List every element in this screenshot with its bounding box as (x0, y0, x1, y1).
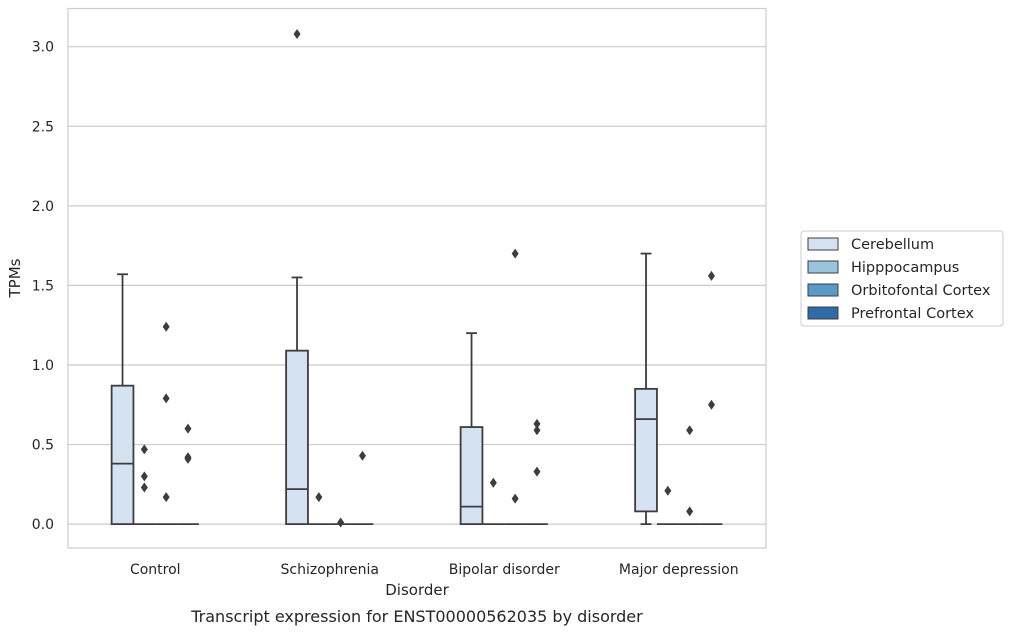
box-2-0 (459, 332, 484, 526)
outlier-point (315, 492, 323, 503)
outlier-point (337, 517, 345, 528)
outlier-point (707, 399, 715, 410)
x-tick-label: Bipolar disorder (449, 562, 560, 578)
outlier-point (686, 506, 694, 517)
box-0-2 (155, 321, 178, 526)
box-1-3 (351, 450, 374, 526)
box-2-1 (482, 477, 505, 526)
legend-swatch (807, 260, 839, 274)
outlier-point (162, 321, 170, 332)
plot-area-frame (67, 7, 767, 549)
box-0-3 (177, 423, 199, 526)
outlier-point (293, 28, 301, 39)
x-tick-label: Major depression (619, 562, 739, 578)
box-1-2 (329, 517, 352, 528)
box-2-3 (526, 418, 548, 526)
x-axis-title: Disorder (385, 581, 449, 599)
outlier-point (511, 248, 519, 259)
y-tick-label: 1.5 (32, 278, 54, 294)
chart-caption: Transcript expression for ENST0000056203… (190, 607, 643, 626)
outlier-point (533, 418, 541, 429)
legend-label: Prefrontal Cortex (851, 306, 974, 322)
outlier-point (140, 444, 148, 455)
outlier-point (358, 450, 366, 461)
box-3-0 (634, 252, 658, 526)
outlier-point (184, 423, 192, 434)
outlier-point (489, 477, 497, 488)
outlier-point (162, 492, 170, 503)
box-3-2 (678, 425, 701, 526)
outlier-point (686, 425, 694, 436)
box-body (459, 426, 484, 526)
y-tick-label: 0.5 (32, 438, 54, 454)
box-3-3 (700, 270, 723, 526)
box-group (110, 28, 723, 528)
box-0-1 (133, 444, 156, 526)
box-3-1 (656, 485, 679, 526)
box-2-2 (504, 248, 527, 526)
outlier-point (511, 493, 519, 504)
legend-swatch (807, 283, 839, 297)
y-tick-label: 2.0 (32, 199, 54, 215)
box-0-0 (110, 273, 135, 526)
outlier-point (140, 482, 148, 493)
grid-lines (68, 46, 766, 525)
box-body (634, 387, 658, 513)
outlier-point (140, 471, 148, 482)
box-body (285, 349, 309, 526)
box-1-1 (307, 492, 330, 526)
outlier-point (533, 425, 541, 436)
y-tick-label: 2.5 (32, 119, 54, 135)
x-tick-label: Schizophrenia (281, 562, 379, 578)
outlier-point (533, 466, 541, 477)
box-body (110, 384, 135, 526)
x-tick-label: Control (130, 562, 181, 578)
outlier-point (184, 453, 192, 464)
legend-label: Orbitofontal Cortex (851, 283, 991, 299)
legend-swatch (807, 306, 839, 320)
legend: Cerebellum Hipppocampus Orbitofontal Corte… (800, 230, 1004, 327)
outlier-point (162, 393, 170, 404)
y-tick-label: 3.0 (32, 40, 54, 56)
legend-label: Hipppocampus (851, 260, 959, 276)
outlier-point (664, 485, 672, 496)
y-tick-labels: 0.0 0.5 1.0 1.5 2.0 2.5 3.0 (32, 40, 54, 533)
legend-frame (800, 230, 1004, 327)
legend-label: Cerebellum (851, 237, 934, 253)
box-1-0 (285, 28, 309, 526)
x-tick-labels: Control Schizophrenia Bipolar disorder Majo… (130, 562, 739, 578)
y-axis-title: TPMs (6, 258, 24, 298)
y-tick-label: 1.0 (32, 358, 54, 374)
y-tick-label: 0.0 (32, 517, 54, 533)
legend-swatch (807, 237, 839, 251)
outlier-point (707, 270, 715, 281)
